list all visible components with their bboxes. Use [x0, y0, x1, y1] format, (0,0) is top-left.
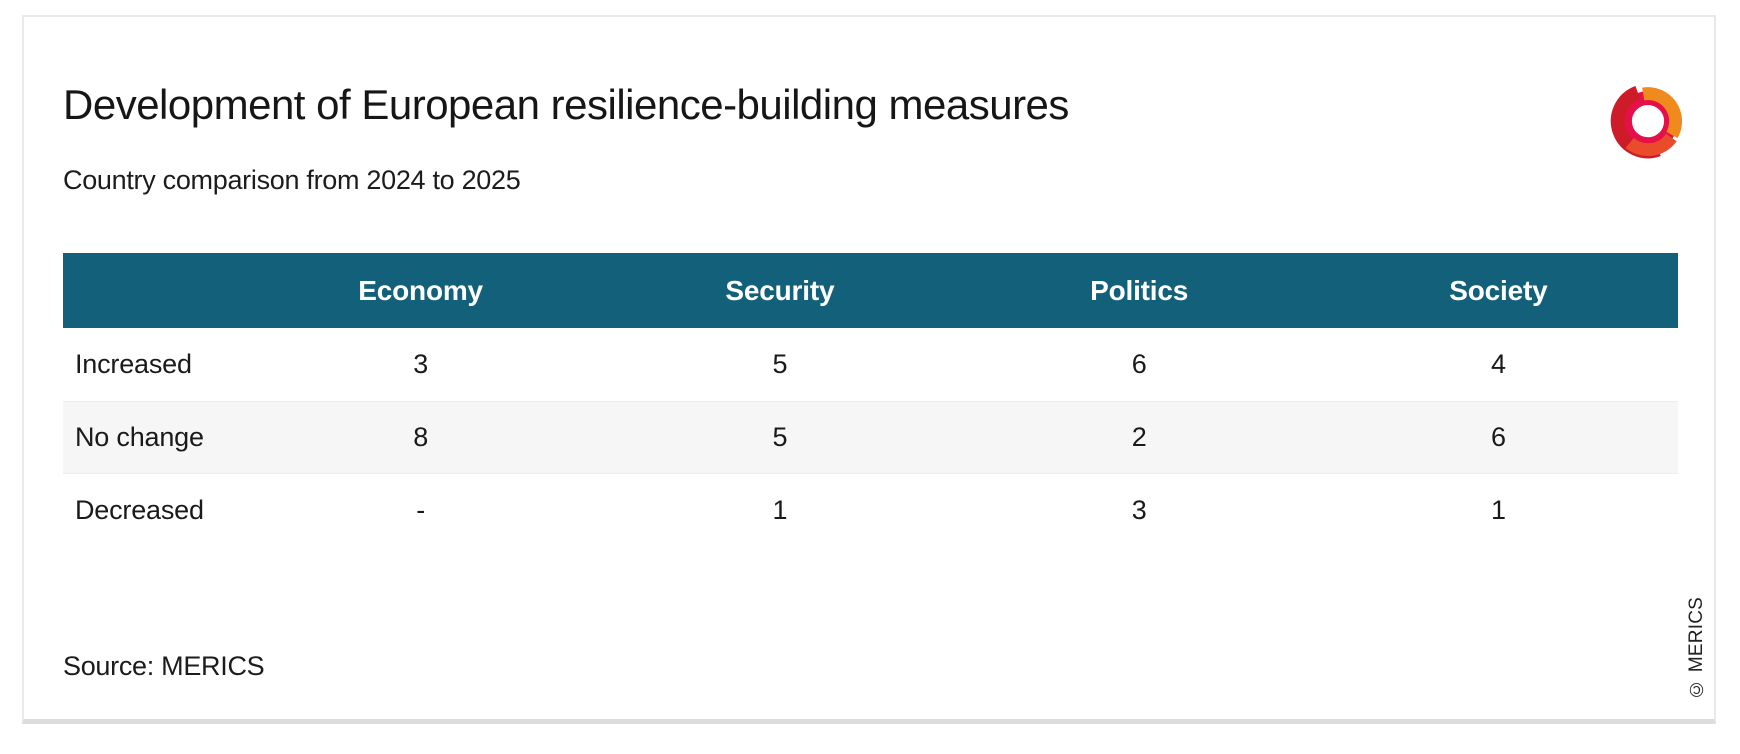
table-row-increased: Increased 3 5 6 4 — [63, 328, 1678, 401]
page-title: Development of European resilience-build… — [63, 81, 1069, 128]
cell-no-change-society: 6 — [1490, 422, 1506, 452]
data-table: Economy Security Politics Society Increa… — [63, 253, 1678, 547]
row-label: Decreased — [75, 495, 204, 525]
merics-logo-icon — [1602, 77, 1694, 169]
table-row-no-change: No change 8 5 2 6 — [63, 401, 1678, 474]
cell-increased-security: 5 — [772, 349, 788, 379]
column-header-politics: Politics — [1090, 274, 1189, 306]
source-note: Source: MERICS — [63, 651, 265, 681]
page-subtitle: Country comparison from 2024 to 2025 — [63, 165, 521, 195]
cell-no-change-economy: 8 — [413, 422, 429, 452]
cell-decreased-security: 1 — [772, 495, 788, 525]
cell-decreased-politics: 3 — [1131, 495, 1147, 525]
cell-no-change-security: 5 — [772, 422, 788, 452]
figure-card: Development of European resilience-build… — [22, 15, 1716, 724]
column-header-economy: Economy — [358, 274, 483, 306]
cell-increased-economy: 3 — [413, 349, 429, 379]
cell-decreased-economy: - — [416, 495, 426, 525]
column-header-security: Security — [725, 274, 835, 306]
row-label: No change — [75, 422, 204, 452]
cell-no-change-politics: 2 — [1131, 422, 1147, 452]
cell-increased-society: 4 — [1490, 349, 1506, 379]
table-row-decreased: Decreased - 1 3 1 — [63, 474, 1678, 547]
row-label: Increased — [75, 349, 192, 379]
cell-increased-politics: 6 — [1131, 349, 1147, 379]
copyright-note: © MERICS — [1686, 597, 1707, 699]
column-header-society: Society — [1449, 274, 1548, 306]
cell-decreased-society: 1 — [1490, 495, 1506, 525]
table-header-row: Economy Security Politics Society — [63, 253, 1678, 328]
